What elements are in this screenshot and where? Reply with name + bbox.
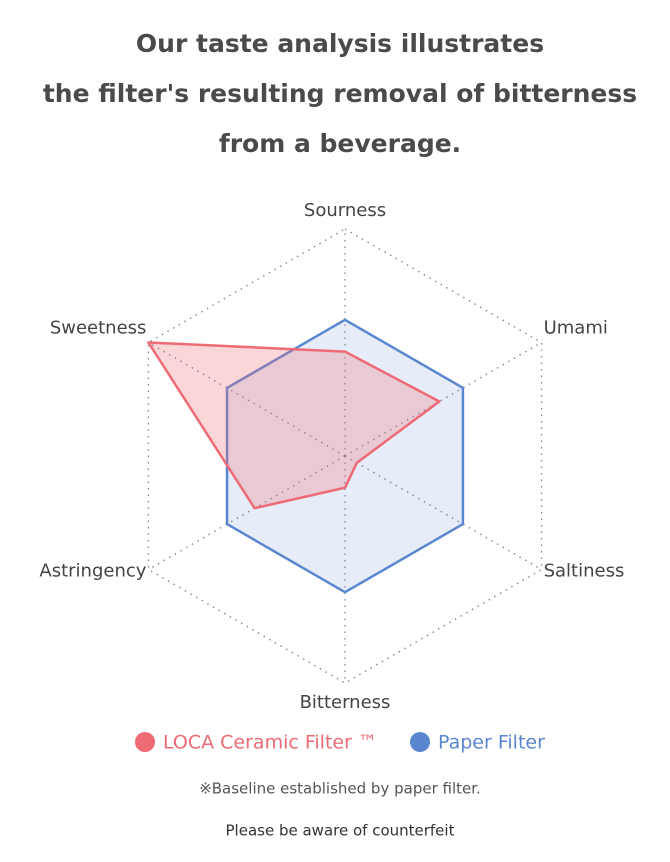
- axis-label: Umami: [544, 318, 608, 339]
- grid-spoke: [344, 455, 542, 571]
- grid-spoke: [344, 341, 542, 457]
- legend-label: LOCA Ceramic Filter ™: [163, 732, 377, 754]
- series-area: [225, 318, 465, 594]
- axis-label: Bitterness: [300, 692, 391, 713]
- grid-spoke: [148, 455, 346, 571]
- note: ※Baseline established by paper filter.: [199, 780, 481, 798]
- footer: Please be aware of counterfeit: [226, 822, 455, 840]
- legend-label: Paper Filter: [438, 732, 545, 754]
- chart-title: the filter's resulting removal of bitter…: [43, 79, 637, 108]
- legend: LOCA Ceramic Filter ™ Paper Filter: [135, 732, 545, 754]
- legend-marker: [410, 732, 430, 752]
- series-area: [147, 341, 441, 510]
- axis-label: Astringency: [39, 561, 146, 582]
- axis-label: Sweetness: [50, 318, 147, 339]
- axis-labels: Sourness Umami Saltiness Bitterness Astringe…: [39, 200, 624, 713]
- chart-title: from a beverage.: [219, 129, 461, 158]
- legend-marker: [135, 732, 155, 752]
- title-block: Our taste analysis illustrates the filter…: [43, 29, 637, 158]
- grid: [147, 228, 543, 684]
- axis-label: Sourness: [304, 200, 386, 221]
- chart-title: Our taste analysis illustrates: [136, 29, 544, 58]
- axis-label: Saltiness: [544, 561, 625, 582]
- grid-spoke: [148, 341, 346, 457]
- series: [147, 318, 465, 594]
